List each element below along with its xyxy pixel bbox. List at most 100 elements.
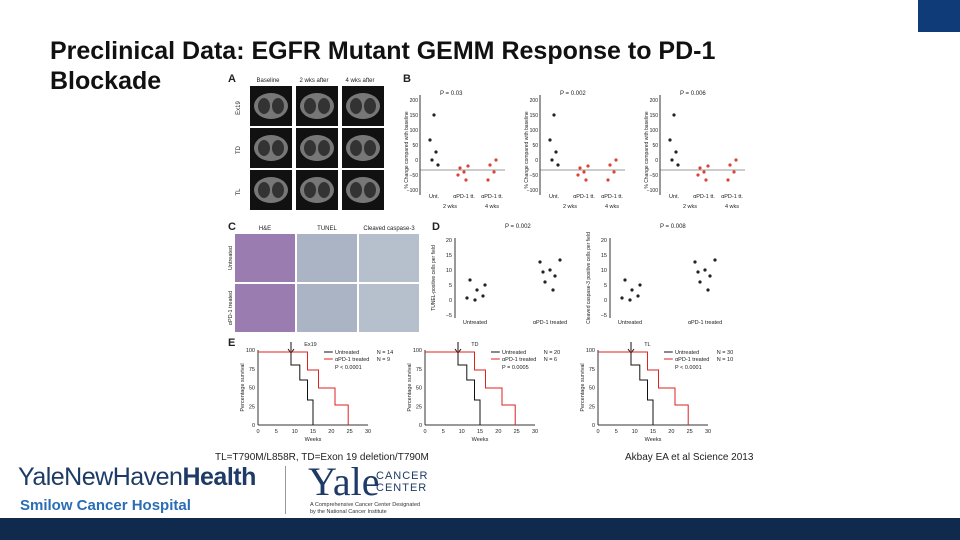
dot: [586, 164, 590, 168]
figure-text: 0: [535, 158, 538, 164]
dot: [483, 283, 487, 287]
figure-text: 4 wks after: [345, 78, 374, 84]
figure-text: N = 9: [377, 357, 390, 363]
ct-image: [272, 182, 284, 198]
dot: [674, 150, 678, 154]
dot: [434, 150, 438, 154]
figure-text: 150: [650, 113, 659, 119]
figure-text: 0: [423, 429, 426, 435]
ct-image: [350, 182, 362, 198]
figure-text: 200: [530, 98, 539, 104]
ct-image: [304, 98, 316, 114]
figure: A B C D E Baseline 2 wks after 4 wks after Ex19 T…: [228, 73, 745, 443]
figure-text: 150: [410, 113, 419, 119]
logo-text: Health: [182, 463, 256, 491]
figure-text: 2 wks after: [299, 78, 328, 84]
dot: [430, 158, 434, 162]
figure-text: Untreated: [675, 350, 699, 356]
dot: [620, 296, 624, 300]
dot: [468, 278, 472, 282]
dot: [464, 178, 468, 182]
figure-text: Weeks: [645, 437, 662, 443]
figure-text: 30: [705, 429, 711, 435]
dot: [465, 296, 469, 300]
title-line: Preclinical Data: EGFR Mutant GEMM Respo…: [50, 37, 716, 65]
figure-text: 25: [416, 404, 422, 410]
dot: [543, 280, 547, 284]
survival-curve: [258, 351, 314, 425]
dot: [670, 158, 674, 162]
logo-text: CENTER: [376, 482, 428, 494]
logo-text: by the National Cancer Institute: [310, 509, 387, 515]
dot: [698, 166, 702, 170]
figure-text: Cleaved caspase-3: [363, 226, 415, 232]
dot: [702, 170, 706, 174]
dot: [630, 288, 634, 292]
dot: [584, 178, 588, 182]
figure-text: αPD-1 tt.: [573, 194, 595, 200]
figure-text: P = 0.008: [660, 224, 686, 230]
dot: [698, 280, 702, 284]
dot: [732, 170, 736, 174]
figure-text: −50: [530, 173, 539, 179]
figure-text: 100: [246, 348, 255, 354]
figure-text: Weeks: [305, 437, 322, 443]
figure-text: 0: [592, 423, 595, 429]
dot: [628, 298, 632, 302]
panel-label: E: [228, 337, 235, 349]
figure-text: 15: [477, 429, 483, 435]
figure-text: 100: [650, 128, 659, 134]
figure-text: P = 0.006: [680, 91, 706, 97]
dot: [623, 278, 627, 282]
figure-text: αPD-1 tt.: [481, 194, 503, 200]
panel-label: A: [228, 73, 236, 85]
figure-text: 0: [415, 158, 418, 164]
figure-text: αPD-1 tt.: [693, 194, 715, 200]
panel-label: C: [228, 221, 236, 233]
figure-text: % Change compared with baseline: [644, 111, 650, 188]
survival-curve: [598, 351, 689, 425]
figure-text: 5: [615, 429, 618, 435]
figure-text: αPD-1 treated: [502, 357, 536, 363]
figure-text: 15: [650, 429, 656, 435]
dot: [578, 166, 582, 170]
figure-text: 15: [446, 253, 452, 259]
figure-text: 15: [601, 253, 607, 259]
dot: [466, 164, 470, 168]
figure-text: Untreated: [228, 246, 234, 270]
figure-text: P < 0.0001: [675, 365, 702, 371]
figure-text: 10: [601, 268, 607, 274]
figure-text: 2 wks: [563, 204, 577, 210]
panel-label: D: [432, 221, 440, 233]
figure-text: 20: [601, 238, 607, 244]
figure-text: 25: [249, 404, 255, 410]
figure-text: 10: [292, 429, 298, 435]
ct-image: [364, 98, 376, 114]
figure-text: 5: [275, 429, 278, 435]
divider: [285, 466, 286, 514]
figure-text: 100: [530, 128, 539, 134]
figure-text: TL: [236, 188, 242, 196]
figure-text: 25: [347, 429, 353, 435]
dot: [552, 113, 556, 117]
figure-text: TUNEL: [317, 226, 337, 232]
figure-text: 75: [249, 367, 255, 373]
figure-text: N = 14: [377, 350, 393, 356]
figure-text: P = 0.002: [560, 91, 586, 97]
dot: [706, 288, 710, 292]
dot: [696, 270, 700, 274]
dot: [475, 288, 479, 292]
figure-text: 10: [459, 429, 465, 435]
figure-text: 0: [449, 298, 452, 304]
figure-text: Percentage survival: [407, 363, 413, 411]
dot: [481, 294, 485, 298]
dot: [432, 113, 436, 117]
figure-text: TD: [236, 145, 242, 154]
figure-text: Percentage survival: [240, 363, 246, 411]
figure-text: 75: [416, 367, 422, 373]
figure-text: 150: [530, 113, 539, 119]
ct-image: [318, 140, 330, 156]
dot: [488, 163, 492, 167]
ct-image: [350, 98, 362, 114]
